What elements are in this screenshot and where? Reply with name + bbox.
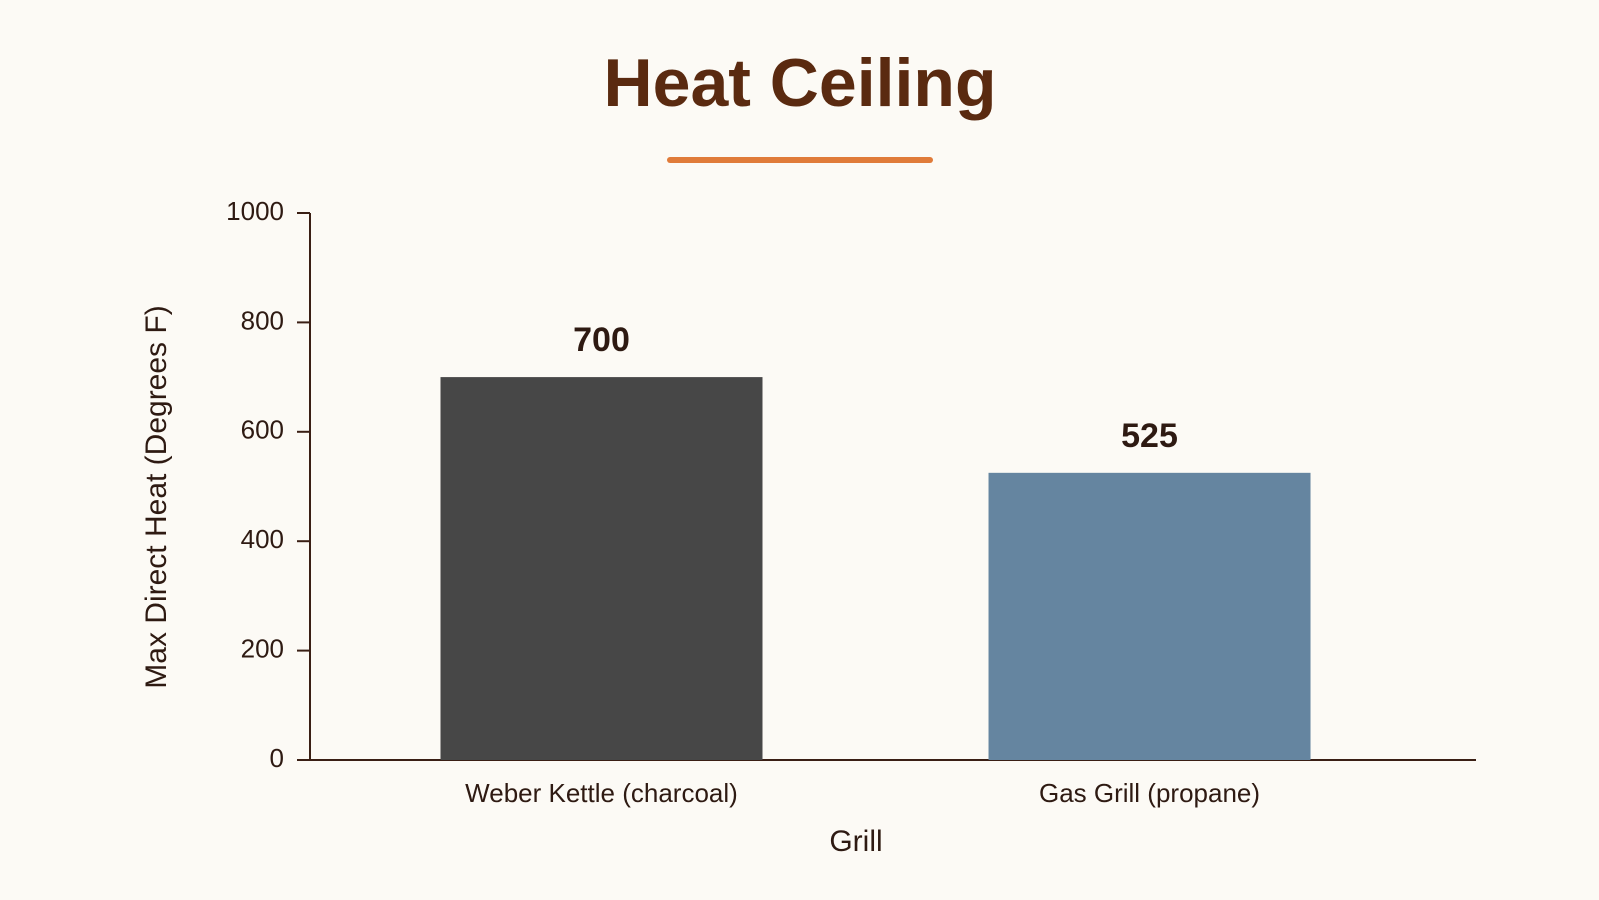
x-tick-label: Weber Kettle (charcoal): [465, 778, 738, 808]
value-label: 700: [573, 321, 630, 359]
chart-title: Heat Ceiling: [604, 45, 997, 121]
y-tick-label: 0: [270, 743, 284, 773]
y-tick-label: 1000: [226, 196, 284, 226]
bar: [988, 472, 1311, 760]
y-tick-label: 200: [241, 633, 284, 663]
y-axis-label: Max Direct Heat (Degrees F): [140, 305, 173, 688]
bar: [440, 377, 763, 760]
y-tick-label: 400: [241, 524, 284, 554]
x-axis-label: Grill: [829, 825, 882, 858]
x-tick-label: Gas Grill (propane): [1039, 778, 1260, 808]
y-tick-label: 600: [241, 415, 284, 445]
value-label: 525: [1121, 417, 1178, 455]
y-tick-label: 800: [241, 305, 284, 335]
